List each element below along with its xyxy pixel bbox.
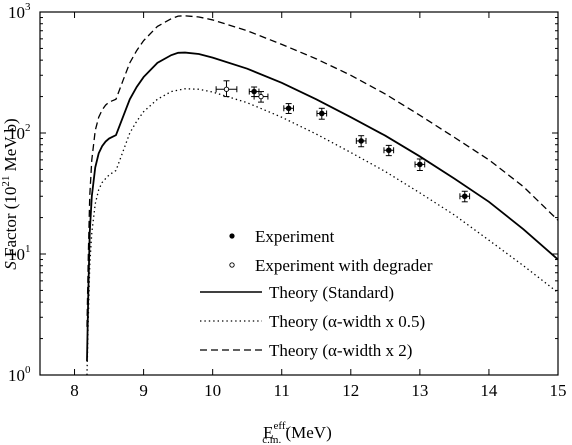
y-tick-label: 101 [8,243,31,264]
y-tick-label: 102 [8,122,31,143]
x-tick-label: 15 [550,381,567,400]
legend-marker-open [229,262,235,268]
y-tick-labels: 100 101 102 103 [8,1,31,385]
x-tick-label: 9 [139,381,148,400]
legend-label: Theory (α-width x 2) [269,341,412,360]
degrader-point [253,91,269,103]
experiment-point [283,103,294,114]
legend-marker-filled [229,233,235,239]
experiment-point [459,190,471,203]
x-tick-label: 12 [342,381,359,400]
experiment-points [215,80,471,203]
y-tick-label: 103 [8,1,31,22]
data-point-marker [358,138,364,144]
x-tick-label: 8 [70,381,79,400]
plot-frame [39,11,559,376]
legend-item-standard: Theory (Standard) [200,283,394,302]
data-point-marker [417,161,423,168]
theory-half-width-curve [86,88,559,376]
x-tick-label: 10 [204,381,221,400]
data-point-marker [251,88,257,95]
experiment-point [316,107,328,120]
legend-label: Theory (Standard) [269,283,394,302]
data-point-marker [223,86,230,92]
data-point-marker [285,105,292,112]
experiment-point [383,144,395,157]
data-point-marker [385,147,392,154]
data-point-marker [461,193,468,200]
legend-label: Theory (α-width x 0.5) [269,312,425,331]
experiment-point [414,158,426,171]
legend-item-experiment: Experiment [229,227,335,246]
theory-double-width-curve [86,15,559,327]
legend-item-half-width: Theory (α-width x 0.5) [200,312,425,331]
data-point-marker [258,93,264,100]
x-axis-title: Eeff. c.m. (MeV) [262,420,331,445]
legend: Experiment Experiment with degrader Theo… [200,227,433,360]
x-tick-label: 13 [411,381,428,400]
data-point-marker [318,110,325,117]
legend-item-degrader: Experiment with degrader [229,256,433,275]
legend-label: Experiment [255,227,335,246]
x-tick-label: 14 [480,381,498,400]
x-tick-labels: 8 9 10 11 12 13 14 15 [70,381,566,400]
degrader-point [215,80,238,98]
legend-label: Experiment with degrader [255,256,433,275]
theory-standard-curve [86,51,559,362]
experiment-point [355,135,367,148]
y-tick-label: 100 [8,364,31,385]
legend-item-double-width: Theory (α-width x 2) [200,341,412,360]
theory-curves [86,15,559,376]
y-axis-title: S Factor (1021 MeV b) [0,118,20,269]
x-tick-label: 11 [274,381,290,400]
